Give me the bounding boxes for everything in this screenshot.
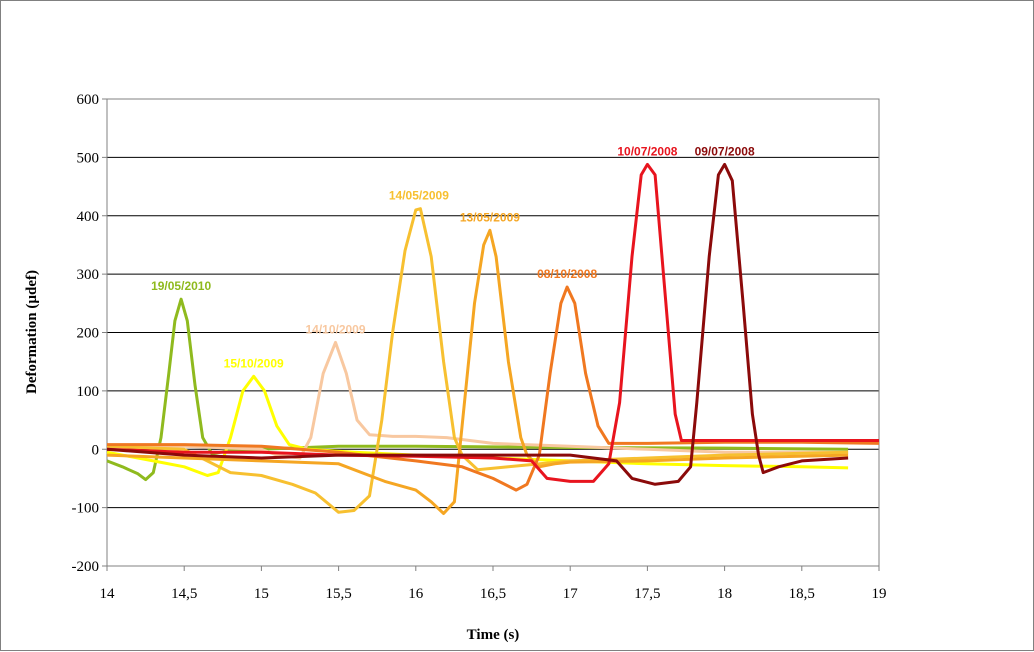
x-tick-label: 15,5 <box>325 586 351 602</box>
y-tick-label: 100 <box>77 384 100 400</box>
y-axis-title: Deformation (µdef) <box>24 270 40 394</box>
x-axis-ticks: 14 14,5 15 15,5 16 16,5 17 17,5 18 18,5 19 <box>100 566 887 602</box>
x-axis-title: Time (s) <box>467 627 520 643</box>
peak-labels: 19/05/2010 15/10/2009 14/10/2009 14/05/2009… <box>151 144 755 370</box>
series-line-2 <box>107 340 849 460</box>
series-line-3 <box>106 207 849 514</box>
series-line-1 <box>106 374 849 477</box>
x-tick-label: 16 <box>408 586 424 602</box>
peak-label-3: 14/05/2009 <box>389 189 449 203</box>
peak-label-4: 13/05/2009 <box>460 210 520 224</box>
y-tick-label: -100 <box>72 501 100 517</box>
peak-label-0: 19/05/2010 <box>151 279 211 293</box>
y-tick-label: 400 <box>77 209 100 225</box>
x-tick-label: 18,5 <box>789 586 815 602</box>
x-tick-label: 16,5 <box>480 586 506 602</box>
x-tick-label: 17,5 <box>634 586 660 602</box>
y-tick-label: 500 <box>77 150 100 166</box>
peak-label-1: 15/10/2009 <box>224 356 284 370</box>
peak-label-2: 14/10/2009 <box>305 322 365 336</box>
series-lines <box>106 162 880 515</box>
y-axis-ticks: -200 -100 0 100 200 300 400 500 600 <box>72 92 107 575</box>
x-tick-label: 14 <box>100 586 116 602</box>
y-tick-label: 600 <box>77 92 100 108</box>
x-tick-label: 15 <box>254 586 269 602</box>
x-tick-label: 18 <box>717 586 732 602</box>
peak-label-7: 09/07/2008 <box>695 144 755 158</box>
y-tick-label: 0 <box>92 442 100 458</box>
x-tick-label: 19 <box>872 586 887 602</box>
y-tick-label: 200 <box>77 326 100 342</box>
series-line-0 <box>106 297 849 482</box>
peak-label-5: 08/10/2008 <box>537 267 597 281</box>
x-tick-label: 14,5 <box>171 586 197 602</box>
series-line-4 <box>106 228 849 515</box>
x-tick-label: 17 <box>563 586 579 602</box>
peak-label-6: 10/07/2008 <box>617 144 677 158</box>
y-tick-label: -200 <box>72 559 100 575</box>
series-line-7 <box>106 162 849 486</box>
y-tick-label: 300 <box>77 267 100 283</box>
